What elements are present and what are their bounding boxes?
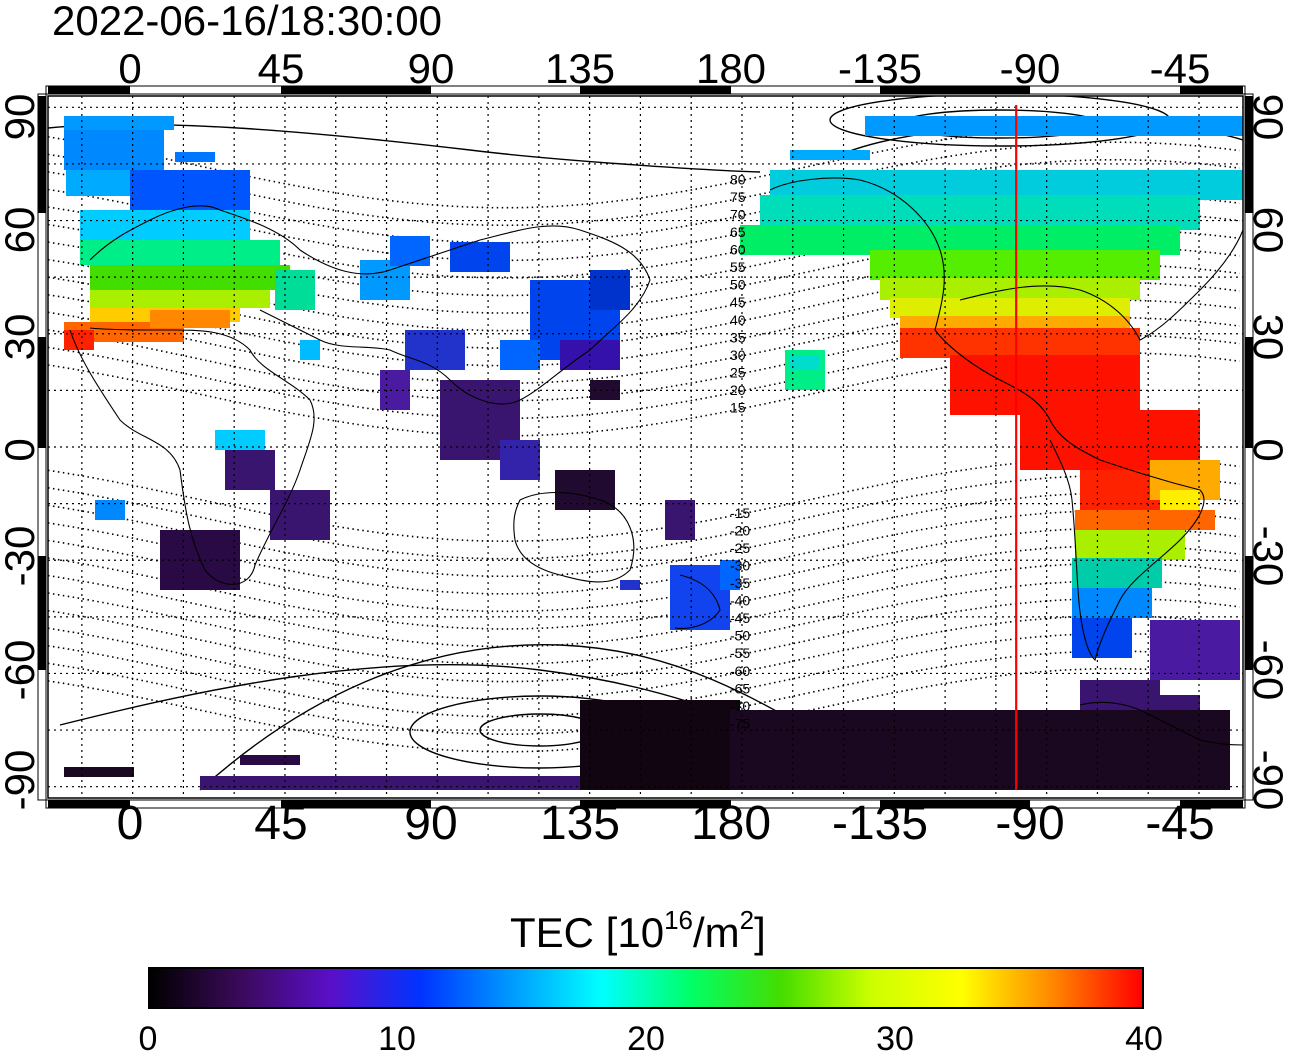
magnetic-latitude-label: 15 (730, 400, 746, 416)
magnetic-latitude-label: 40 (730, 312, 746, 328)
magnetic-latitude-label: -60 (730, 663, 750, 679)
magnetic-latitude-line (48, 580, 1240, 665)
magnetic-latitude-label: -35 (730, 575, 750, 591)
magnetic-latitude-label: 50 (730, 277, 746, 293)
colorbar-tick-label: 0 (138, 1020, 158, 1058)
colorbar-tick-label: 10 (378, 1020, 416, 1058)
coastlines (69, 177, 1243, 746)
magnetic-latitude-label: 20 (730, 382, 746, 398)
tec-data-patches (64, 116, 1243, 790)
magnetic-latitude-label: 80 (730, 171, 746, 187)
magnetic-latitude-label: 35 (730, 329, 746, 345)
magnetic-latitude-line (48, 510, 1240, 595)
top-lon-label: -45 (1149, 45, 1211, 92)
magnetic-latitude-label: -15 (730, 505, 750, 521)
magnetic-latitude-line (48, 597, 1240, 683)
magnetic-latitude-label: 70 (730, 206, 746, 222)
magnetic-latitude-label: 75 (730, 189, 746, 205)
map-frame (37, 85, 1254, 809)
magnetic-latitude-line (48, 527, 1240, 613)
lat-lon-grid (48, 96, 1243, 798)
magnetic-latitude-label: 65 (730, 224, 746, 240)
magnetic-latitude-line (48, 667, 1240, 753)
tec-colorbar (148, 967, 1144, 1009)
magnetic-latitude-label: 55 (730, 259, 746, 275)
top-lon-label: -90 (999, 45, 1061, 92)
magnetic-latitude-label: -65 (730, 680, 750, 696)
magnetic-latitude-label: 25 (730, 364, 746, 380)
magnetic-latitude-label: -70 (730, 698, 750, 714)
magnetic-latitude-line (48, 159, 1240, 244)
magnetic-latitude-label: 30 (730, 347, 746, 363)
magnetic-latitude-label: 60 (730, 242, 746, 258)
magnetic-latitude-line (48, 615, 1240, 700)
colorbar-title: TEC [1016/m2] (510, 905, 766, 956)
magnetic-latitude-labels: 8075706560555045403530252015-15-20-25-30… (730, 171, 750, 731)
magnetic-latitude-label: 45 (730, 294, 746, 310)
colorbar-tick-label: 40 (1125, 1020, 1163, 1058)
top-lon-label: 45 (257, 45, 305, 92)
magnetic-latitude-line (48, 492, 1240, 578)
top-lon-label: 0 (118, 45, 142, 92)
colorbar-tick-label: 30 (876, 1020, 914, 1058)
magnetic-latitude-line (48, 650, 1240, 735)
magnetic-latitude-label: -75 (730, 715, 750, 731)
magnetic-latitude-line (48, 545, 1240, 630)
magnetic-latitude-label: -50 (730, 628, 750, 644)
top-lon-label: -135 (837, 45, 923, 92)
top-lon-label: 90 (407, 45, 455, 92)
magnetic-latitude-label: -30 (730, 557, 750, 573)
magnetic-latitude-label: -20 (730, 522, 750, 538)
top-lon-label: 180 (695, 45, 767, 92)
magnetic-latitude-line (48, 474, 1240, 560)
top-lon-label: 135 (544, 45, 616, 92)
magnetic-latitude-label: -45 (730, 610, 750, 626)
magnetic-latitude-line (48, 562, 1240, 648)
magnetic-latitude-line (48, 632, 1240, 718)
timestamp-title: 2022-06-16/18:30:00 (52, 0, 442, 44)
magnetic-latitude-label: -25 (730, 540, 750, 556)
magnetic-latitude-label: -40 (730, 593, 750, 609)
colorbar-tick-label: 20 (627, 1020, 665, 1058)
magnetic-latitude-label: -55 (730, 645, 750, 661)
